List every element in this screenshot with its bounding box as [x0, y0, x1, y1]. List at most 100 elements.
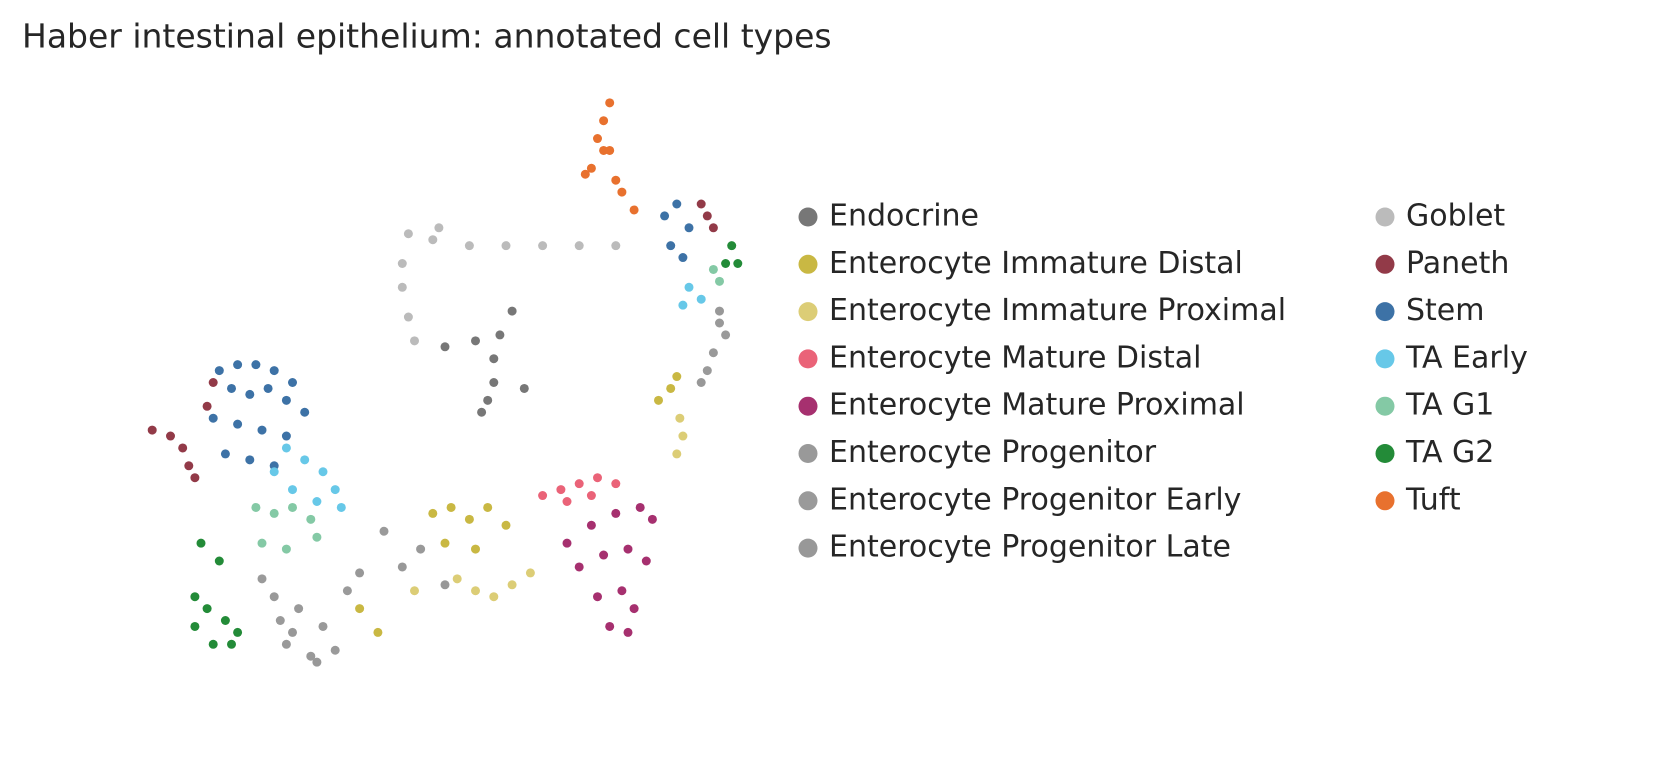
legend-marker	[1375, 396, 1395, 416]
legend-marker	[1375, 349, 1395, 369]
point	[519, 383, 529, 393]
point	[397, 259, 407, 268]
point	[599, 550, 609, 560]
point	[281, 544, 291, 554]
point	[593, 592, 602, 602]
point	[233, 627, 243, 637]
point	[214, 366, 224, 376]
point	[483, 502, 493, 512]
point	[263, 383, 273, 393]
point	[428, 235, 438, 245]
point	[288, 485, 297, 495]
point	[251, 502, 261, 512]
point	[403, 312, 413, 322]
point	[684, 282, 694, 292]
legend-marker	[798, 538, 818, 558]
point	[593, 134, 602, 144]
point	[202, 604, 212, 614]
point	[208, 413, 218, 423]
point	[605, 145, 615, 155]
legend-label: Enterocyte Immature Proximal	[829, 293, 1286, 328]
point	[306, 651, 316, 661]
point	[220, 616, 230, 625]
point	[708, 223, 718, 233]
point	[660, 211, 670, 221]
point	[647, 514, 657, 524]
point	[342, 586, 352, 596]
point	[727, 241, 737, 251]
point	[379, 526, 389, 536]
point	[233, 419, 243, 429]
point	[147, 425, 157, 435]
legend-label: Goblet	[1406, 199, 1505, 234]
point	[672, 449, 682, 459]
point	[178, 443, 188, 453]
point	[269, 592, 279, 602]
point	[434, 223, 444, 233]
point	[678, 431, 688, 441]
point	[574, 479, 584, 489]
point	[611, 479, 621, 489]
point	[675, 413, 685, 423]
point	[678, 300, 688, 310]
point	[318, 621, 328, 631]
point	[355, 568, 365, 578]
point	[574, 241, 584, 251]
point	[562, 538, 572, 548]
legend-marker	[798, 302, 818, 322]
point	[708, 348, 718, 358]
legend-marker	[1375, 207, 1395, 227]
point	[464, 241, 474, 251]
point	[580, 169, 590, 179]
point	[397, 282, 407, 292]
legend-marker	[1375, 254, 1395, 274]
point	[483, 395, 493, 405]
point	[281, 443, 291, 453]
point	[641, 556, 651, 566]
point	[678, 253, 688, 263]
point	[702, 211, 712, 221]
point	[708, 264, 718, 274]
point	[288, 627, 297, 637]
point	[574, 562, 584, 572]
point	[269, 366, 279, 376]
legend-label: Enterocyte Mature Distal	[829, 340, 1201, 375]
point	[245, 389, 255, 399]
point	[617, 187, 627, 197]
point	[251, 360, 261, 370]
legend-label: Endocrine	[829, 199, 979, 234]
point	[715, 276, 724, 286]
legend-marker	[798, 396, 818, 416]
point	[281, 431, 291, 441]
point	[538, 241, 548, 251]
chart-title: Haber intestinal epithelium: annotated c…	[22, 17, 832, 56]
point	[208, 378, 218, 387]
point	[635, 502, 645, 512]
point	[281, 395, 291, 405]
point	[318, 467, 328, 477]
point	[428, 508, 438, 518]
point	[471, 544, 480, 554]
point	[672, 199, 682, 209]
point	[196, 538, 206, 548]
point	[489, 354, 499, 364]
point	[275, 616, 285, 625]
point	[562, 497, 572, 506]
point	[312, 532, 322, 542]
legend-marker	[1375, 491, 1395, 511]
point	[586, 163, 596, 173]
point	[233, 360, 243, 370]
point	[245, 455, 255, 465]
legend-marker	[798, 207, 818, 227]
point	[715, 318, 724, 328]
point	[410, 586, 419, 596]
point	[257, 538, 267, 548]
legend-label: Enterocyte Mature Proximal	[829, 388, 1245, 423]
point	[471, 336, 480, 346]
point	[336, 502, 346, 512]
point	[605, 621, 615, 631]
point	[464, 514, 474, 524]
legend-label: Enterocyte Progenitor	[829, 435, 1157, 470]
point	[330, 645, 340, 655]
point	[190, 473, 200, 483]
